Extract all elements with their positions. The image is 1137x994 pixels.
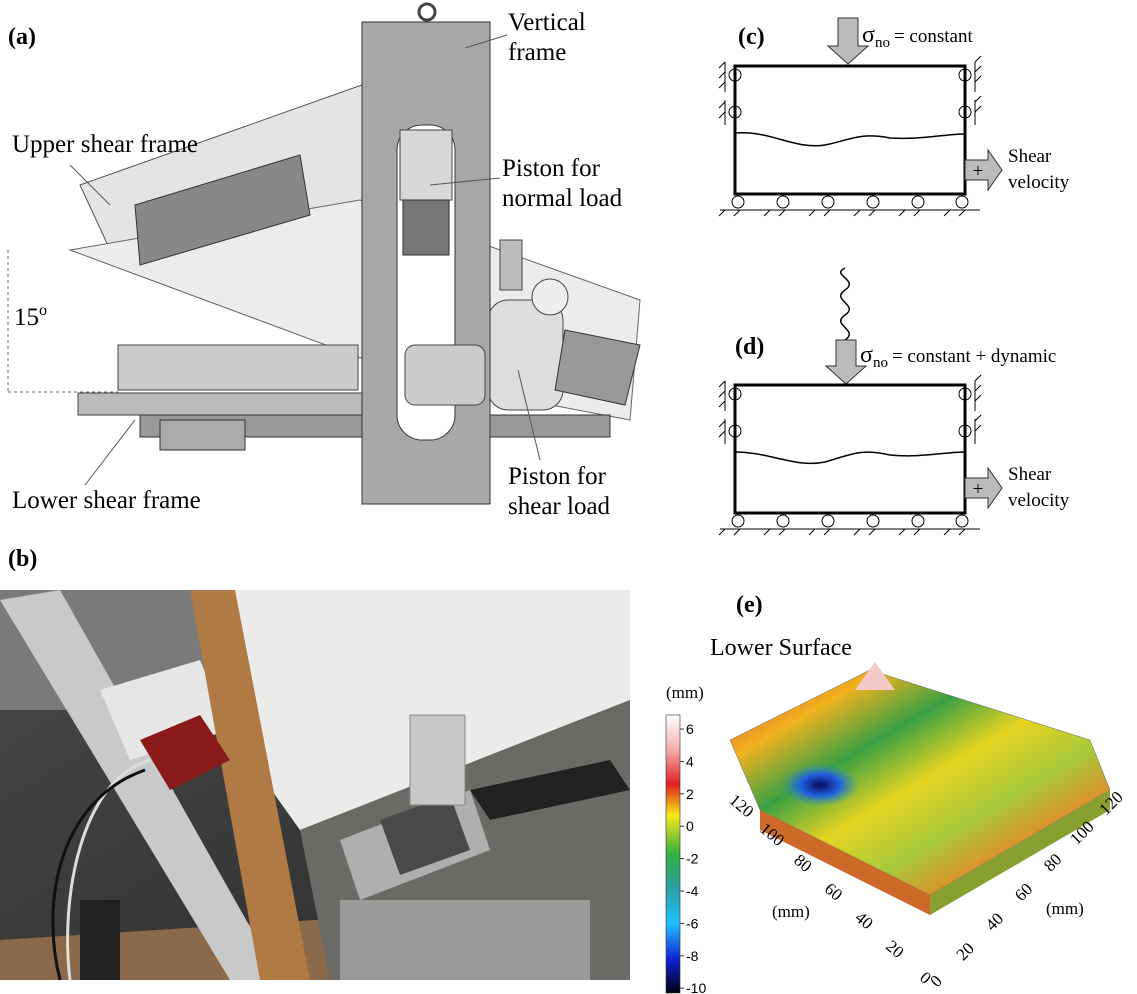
colorbar — [666, 715, 680, 993]
panel-a-rect — [400, 130, 452, 200]
stress-label-tspan: no — [873, 355, 888, 371]
stress-label-tspan: σ — [862, 22, 875, 48]
panel-c-polygon — [965, 150, 1002, 190]
axis-tick-label: 60 — [821, 879, 846, 904]
callout-tspan: shear load — [508, 493, 611, 520]
axis-tick-label: 60 — [1011, 879, 1036, 904]
callout-tspan: Vertical — [508, 9, 586, 36]
panel-c-g-circle — [732, 196, 744, 208]
colorbar-tick-label: -10 — [686, 980, 706, 994]
shear-velocity-tspan: velocity — [1008, 490, 1070, 511]
callout: Upper shear frame — [12, 131, 198, 158]
colorbar-ticks: 6 4 2 0 -2 -4 -6 -8 -10 — [680, 721, 706, 994]
colorbar-tick-label: -4 — [686, 883, 699, 899]
panel-a-rect — [118, 345, 358, 390]
callout-tspan: 15 — [14, 304, 39, 331]
axis-tick-label: 40 — [982, 909, 1007, 934]
callout: 15o — [14, 302, 47, 331]
callout: Piston for normal load — [502, 155, 623, 212]
panel-c-g-circle — [912, 196, 924, 208]
panel-b-rect — [80, 900, 120, 980]
axis-tick-label: 20 — [882, 936, 907, 961]
axis-tick-label: 40 — [852, 908, 877, 933]
axis-tick-label: 20 — [953, 939, 978, 964]
panel-a-line — [85, 420, 135, 485]
panel-d-g-circle — [956, 515, 968, 527]
panel-label: (b) — [8, 546, 37, 572]
colorbar-tick-label: -8 — [686, 948, 699, 964]
figure: (a) Vertical frame Upper shear frame Pist… — [0, 0, 1137, 994]
stress-label-tspan: σ — [860, 342, 873, 368]
sign: + — [973, 161, 984, 182]
panel-a-rect — [405, 345, 485, 405]
panel-label: (e) — [736, 592, 763, 618]
sign: + — [973, 479, 984, 500]
callout: Piston for shear load — [508, 463, 611, 520]
panel-b: (b) — [0, 546, 630, 980]
shear-velocity: Shear velocity — [1008, 146, 1070, 193]
callout-tspan: Piston for — [502, 155, 601, 182]
shear-velocity-tspan: velocity — [1008, 172, 1070, 193]
shear-velocity-tspan: Shear — [1008, 464, 1052, 485]
axis-label: (mm) — [772, 902, 810, 921]
panel-d-g-circle — [867, 515, 879, 527]
colorbar-tick-label: 6 — [686, 721, 694, 737]
colorbar-tick-label: -2 — [686, 851, 699, 867]
panel-b-rect — [410, 715, 465, 805]
panel-a: (a) Vertical frame Upper shear frame Pist… — [8, 4, 640, 520]
axis-label: (mm) — [1046, 899, 1084, 918]
panel-d-g-circle — [822, 515, 834, 527]
panel-label: (a) — [8, 24, 36, 50]
panel-b-rect — [340, 900, 590, 980]
panel-a-rect — [500, 240, 522, 290]
surface-depression — [780, 763, 860, 807]
panel-d-path — [841, 268, 850, 340]
panel-c-rect — [735, 66, 965, 194]
callout-tspan: Piston for — [508, 463, 607, 490]
stress-label-tspan: = constant + dynamic — [892, 346, 1056, 367]
surface-title: Lower Surface — [710, 635, 852, 661]
callout-tspan: normal load — [502, 185, 623, 212]
panel-c-g-circle — [822, 196, 834, 208]
shear-velocity-tspan: Shear — [1008, 146, 1052, 167]
callout: Lower shear frame — [12, 487, 201, 514]
colorbar-unit: (mm) — [666, 683, 704, 702]
panel-a-rect — [78, 393, 368, 415]
panel-c-g-circle — [867, 196, 879, 208]
shear-velocity: Shear velocity — [1008, 464, 1070, 511]
callout-tspan: o — [39, 302, 47, 319]
panel-a-circle — [419, 4, 435, 20]
panel-d-g-circle — [777, 515, 789, 527]
panel-a-rect — [403, 200, 449, 255]
panel-c: (c) σno= constant + Shear velocity — [719, 18, 1070, 216]
panel-d: (d) σno= constant + dynamic + Shear veloc… — [719, 268, 1070, 535]
stress-label: σno= constant + dynamic — [860, 342, 1056, 371]
stress-label-tspan: no — [875, 35, 890, 51]
panel-d-g-circle — [732, 515, 744, 527]
stress-label-tspan: = constant — [894, 26, 974, 47]
colorbar-tick-label: 4 — [686, 753, 694, 769]
colorbar-tick-label: 0 — [686, 818, 694, 834]
axis-tick-label: 0 — [926, 971, 945, 990]
panel-label: (c) — [738, 24, 765, 50]
panel-a-rect — [160, 420, 245, 450]
panel-label: (d) — [735, 334, 764, 360]
colorbar-tick-label: 2 — [686, 786, 694, 802]
panel-d-rect — [735, 385, 965, 513]
panel-c-g-circle — [777, 196, 789, 208]
panel-a-rect — [488, 300, 563, 410]
panel-c-g-path — [719, 210, 980, 216]
panel-a-circle — [532, 279, 568, 315]
panel-d-polygon — [965, 468, 1002, 508]
panel-c-g-circle — [956, 196, 968, 208]
panel-d-g-circle — [912, 515, 924, 527]
callout-tspan: frame — [508, 39, 566, 66]
panel-d-g-path — [719, 529, 980, 535]
colorbar-tick-label: -6 — [686, 915, 699, 931]
stress-label: σno= constant — [862, 22, 973, 51]
callout: Vertical frame — [508, 9, 586, 66]
axis-tick-label: 80 — [1040, 850, 1065, 875]
axis-tick-label: 120 — [726, 790, 758, 821]
